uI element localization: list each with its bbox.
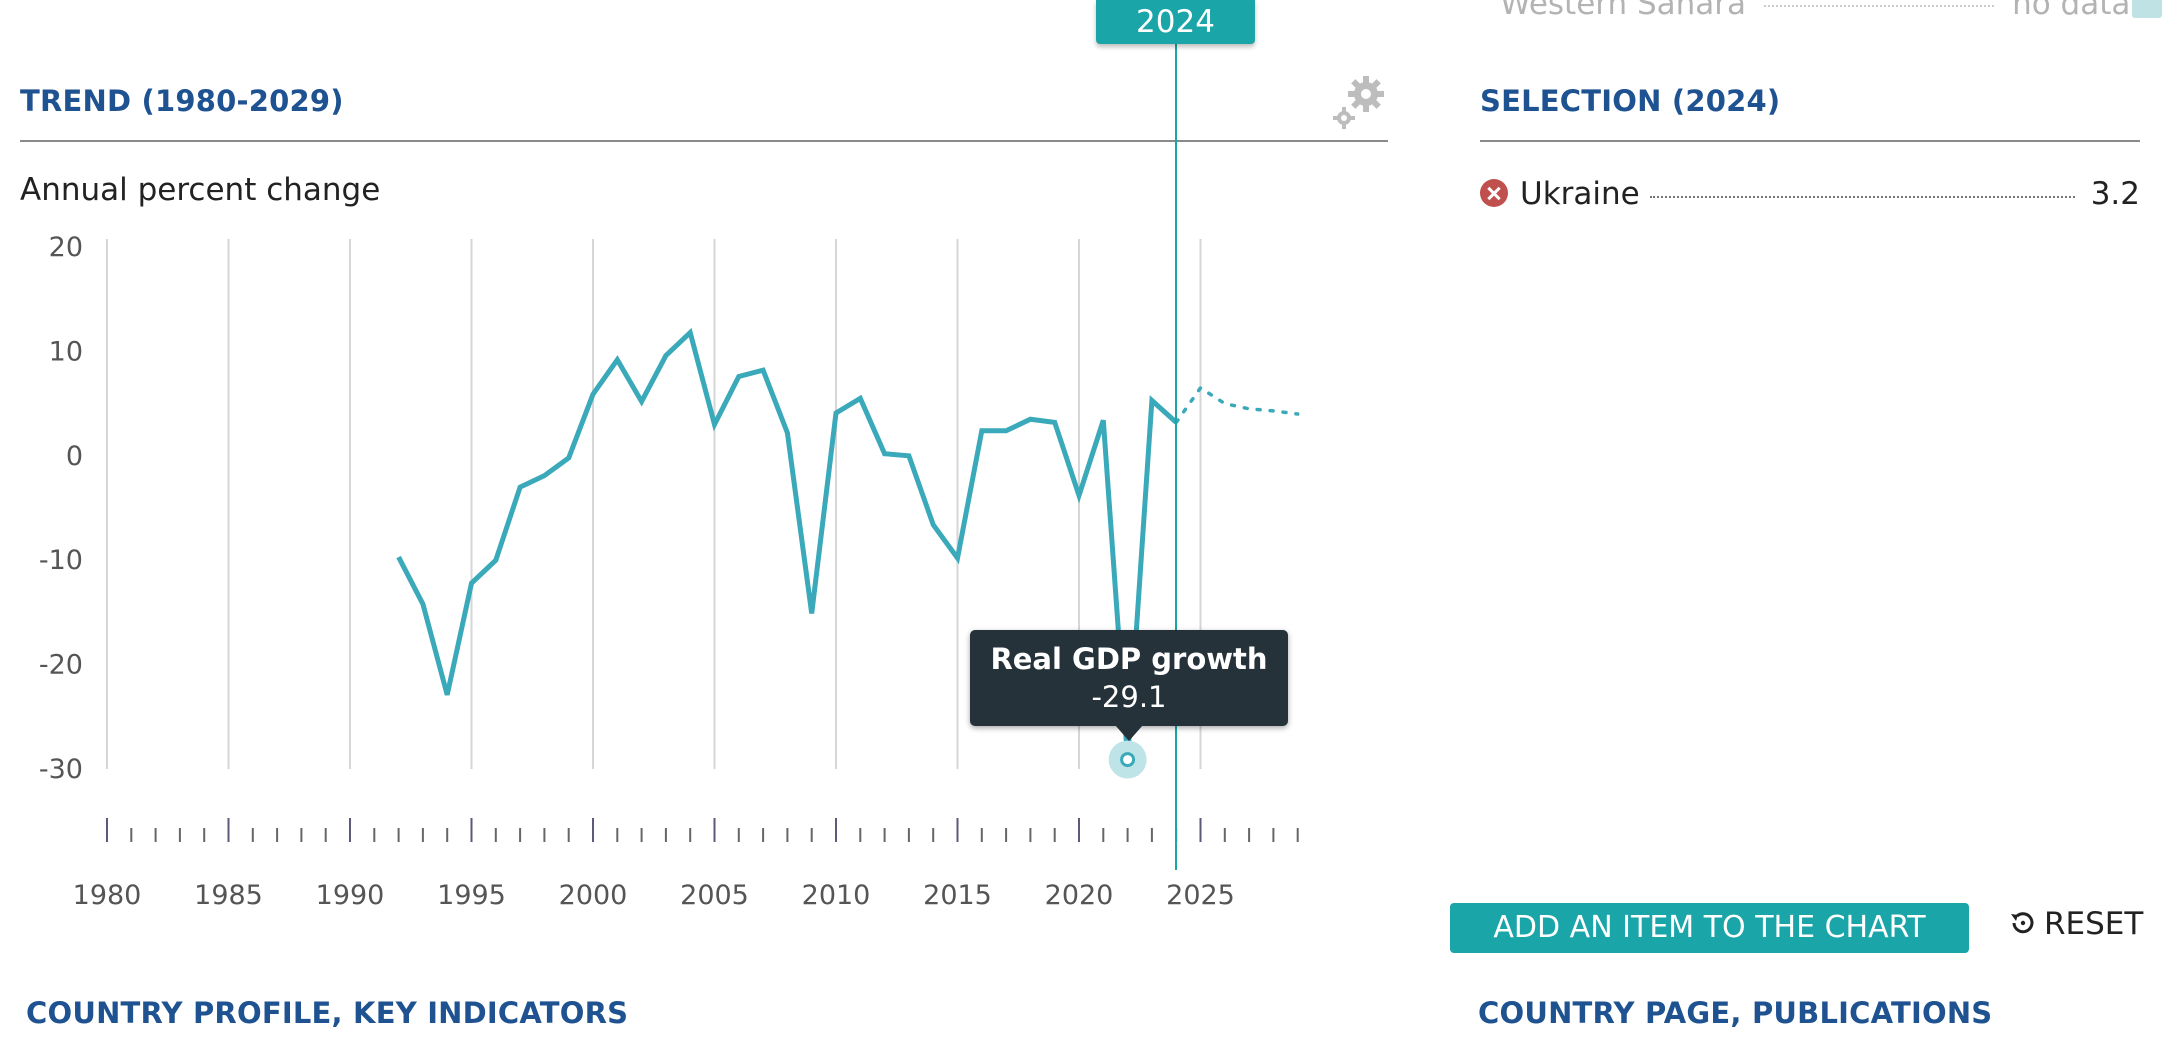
x-tick-label: 1980 bbox=[73, 880, 142, 911]
remove-item-icon[interactable] bbox=[1480, 179, 1508, 207]
highlight-point bbox=[1120, 752, 1136, 768]
selection-item-name[interactable]: Ukraine bbox=[1520, 176, 1640, 212]
series-line-projection bbox=[1174, 385, 1300, 425]
selection-item-value: 3.2 bbox=[2090, 176, 2140, 212]
y-tick-label: 20 bbox=[49, 232, 83, 263]
list-scrollbar[interactable] bbox=[2132, 0, 2162, 18]
y-tick-label: -20 bbox=[39, 650, 83, 681]
selection-title: SELECTION (2024) bbox=[1480, 84, 1781, 118]
y-tick-label: -10 bbox=[39, 545, 83, 576]
year-cursor-line[interactable] bbox=[1175, 40, 1177, 870]
x-tick-label: 2025 bbox=[1166, 880, 1235, 911]
ghost-list-row: Western Sahara no data bbox=[1500, 0, 2130, 22]
add-item-button[interactable]: ADD AN ITEM TO THE CHART bbox=[1450, 903, 1969, 953]
year-flag[interactable]: 2024 bbox=[1096, 0, 1255, 44]
x-tick-label: 2020 bbox=[1045, 880, 1114, 911]
reset-button[interactable]: RESET bbox=[2008, 906, 2143, 942]
reset-icon bbox=[2011, 912, 2034, 934]
selection-leader-dots bbox=[1650, 196, 2075, 198]
trend-divider bbox=[20, 140, 1388, 142]
settings-gear-icon[interactable] bbox=[1330, 72, 1386, 132]
ghost-value: no data bbox=[2012, 0, 2131, 22]
ghost-country: Western Sahara bbox=[1500, 0, 1747, 22]
y-tick-label: 10 bbox=[49, 336, 83, 367]
x-tick-label: 2005 bbox=[680, 880, 749, 911]
chart-subtitle: Annual percent change bbox=[20, 172, 381, 208]
x-tick-label: 1985 bbox=[194, 880, 263, 911]
tooltip-arrow bbox=[1115, 725, 1143, 741]
y-tick-label: 0 bbox=[66, 441, 83, 472]
x-tick-label: 2015 bbox=[923, 880, 992, 911]
selection-item: Ukraine 3.2 bbox=[1480, 176, 2140, 216]
trend-title: TREND (1980-2029) bbox=[20, 84, 344, 118]
x-tick-label: 1990 bbox=[316, 880, 385, 911]
country-profile-link[interactable]: COUNTRY PROFILE, KEY INDICATORS bbox=[26, 996, 629, 1030]
ghost-leader-dots bbox=[1764, 4, 1995, 7]
x-tick-label: 1995 bbox=[437, 880, 506, 911]
series-line-actual bbox=[396, 327, 1178, 760]
chart-tooltip: Real GDP growth -29.1 bbox=[970, 630, 1288, 726]
y-tick-label: -30 bbox=[39, 754, 83, 785]
country-page-link[interactable]: COUNTRY PAGE, PUBLICATIONS bbox=[1478, 996, 1993, 1030]
reset-label: RESET bbox=[2044, 906, 2144, 942]
tooltip-title: Real GDP growth bbox=[990, 642, 1268, 676]
x-tick-label: 2010 bbox=[802, 880, 871, 911]
selection-divider bbox=[1480, 140, 2140, 142]
tooltip-value: -29.1 bbox=[1091, 680, 1167, 714]
x-tick-label: 2000 bbox=[559, 880, 628, 911]
